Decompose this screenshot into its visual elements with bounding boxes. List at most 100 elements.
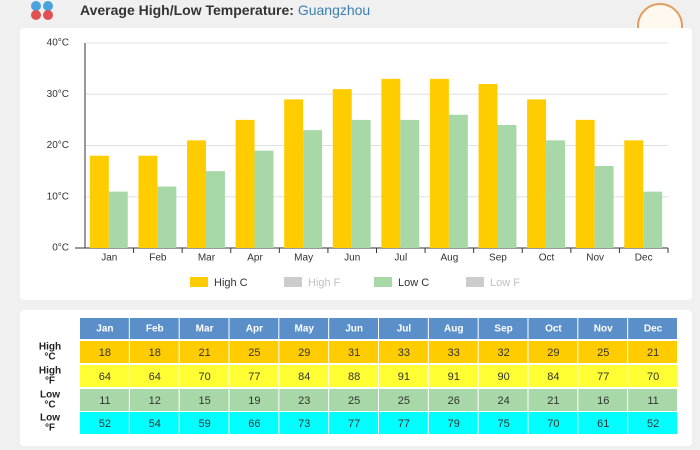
bar bbox=[89, 155, 109, 248]
bar bbox=[254, 150, 274, 248]
legend-swatch[interactable] bbox=[466, 277, 484, 287]
header-cell bbox=[80, 318, 129, 339]
cell-value: 77 bbox=[398, 418, 410, 430]
bar bbox=[138, 155, 158, 248]
cell bbox=[578, 365, 628, 387]
bar bbox=[643, 191, 663, 248]
bar bbox=[284, 99, 304, 248]
cell-value: 54 bbox=[149, 418, 161, 430]
bar bbox=[448, 114, 468, 248]
cell bbox=[129, 365, 179, 387]
cell-value: 52 bbox=[99, 418, 111, 430]
cell-value: 12 bbox=[149, 395, 161, 407]
cell-value: 64 bbox=[149, 371, 161, 383]
header-label: Dec bbox=[644, 324, 663, 335]
cell-value: 88 bbox=[348, 371, 360, 383]
cell-value: 91 bbox=[448, 371, 460, 383]
cell bbox=[129, 341, 179, 363]
y-tick-label: 20°C bbox=[47, 140, 69, 151]
cell bbox=[578, 389, 628, 411]
header-cell bbox=[229, 318, 279, 339]
legend-label[interactable]: High F bbox=[308, 277, 341, 289]
cell bbox=[80, 389, 129, 411]
cell bbox=[628, 389, 677, 411]
bar bbox=[400, 119, 420, 248]
cell bbox=[528, 389, 578, 411]
x-tick-label: Sep bbox=[489, 253, 507, 264]
header-label: Jan bbox=[96, 324, 113, 335]
header-cell bbox=[179, 318, 229, 339]
header-label: Nov bbox=[594, 324, 613, 335]
icon bbox=[31, 1, 41, 11]
cell bbox=[229, 412, 279, 434]
cell-value: 70 bbox=[198, 371, 210, 383]
legend-swatch[interactable] bbox=[284, 277, 302, 287]
chart-title: Average High/Low Temperature: Guangzhou bbox=[80, 2, 370, 18]
cell bbox=[379, 341, 428, 363]
cell-value: 23 bbox=[298, 395, 310, 407]
cell bbox=[80, 341, 129, 363]
bar bbox=[351, 119, 371, 248]
y-tick-label: 40°C bbox=[47, 38, 69, 49]
cell bbox=[80, 412, 129, 434]
bar bbox=[497, 125, 517, 248]
x-tick-label: Feb bbox=[149, 253, 167, 264]
row-label: Low bbox=[40, 413, 60, 424]
x-tick-label: Jul bbox=[394, 253, 407, 264]
cell bbox=[528, 341, 578, 363]
bar bbox=[303, 130, 323, 248]
cell bbox=[129, 412, 179, 434]
cell-value: 24 bbox=[497, 395, 509, 407]
table: Jan Feb Mar Apr May Jun Jul Aug Sep Oct Nov Dec High… bbox=[39, 318, 677, 434]
bar bbox=[527, 99, 547, 248]
cell bbox=[179, 389, 229, 411]
cell-value: 70 bbox=[647, 371, 659, 383]
cell-value: 29 bbox=[298, 347, 310, 359]
cell-value: 52 bbox=[647, 418, 659, 430]
x-tick-label: May bbox=[294, 253, 313, 264]
row-label: °F bbox=[45, 376, 55, 387]
legend-label[interactable]: Low C bbox=[398, 277, 429, 289]
chart: 0°C 10°C 20°C 30°C 40°C Jan Feb Mar Apr May Jun Jul… bbox=[47, 38, 669, 289]
cell bbox=[379, 412, 428, 434]
bar bbox=[594, 166, 614, 248]
header-cell bbox=[379, 318, 428, 339]
cell-value: 25 bbox=[597, 347, 609, 359]
cell-value: 18 bbox=[149, 347, 161, 359]
cell-value: 26 bbox=[448, 395, 460, 407]
cell-value: 79 bbox=[448, 418, 460, 430]
legend-swatch[interactable] bbox=[374, 277, 392, 287]
bar bbox=[205, 171, 225, 248]
x-tick-label: Dec bbox=[635, 253, 653, 264]
legend-swatch[interactable] bbox=[190, 277, 208, 287]
cell bbox=[428, 389, 478, 411]
cell-value: 25 bbox=[248, 347, 260, 359]
bar bbox=[624, 140, 644, 248]
legend-label[interactable]: High C bbox=[214, 277, 248, 289]
cell-value: 32 bbox=[497, 347, 509, 359]
header-label: Sep bbox=[494, 324, 512, 335]
cell bbox=[329, 365, 378, 387]
cell-value: 21 bbox=[547, 395, 559, 407]
cell bbox=[279, 412, 329, 434]
cell bbox=[428, 365, 478, 387]
header-label: Feb bbox=[146, 324, 164, 335]
y-tick-label: 10°C bbox=[47, 191, 69, 202]
legend-label[interactable]: Low F bbox=[490, 277, 520, 289]
icon bbox=[43, 1, 53, 11]
bar bbox=[157, 186, 177, 248]
cell-value: 15 bbox=[198, 395, 210, 407]
cell-value: 91 bbox=[398, 371, 410, 383]
header-label: Jun bbox=[345, 324, 363, 335]
y-tick-label: 0°C bbox=[52, 243, 69, 254]
cell-value: 21 bbox=[647, 347, 659, 359]
cell bbox=[179, 365, 229, 387]
cell bbox=[279, 365, 329, 387]
cell-value: 59 bbox=[198, 418, 210, 430]
cell-value: 11 bbox=[647, 395, 658, 407]
bar bbox=[332, 89, 352, 248]
cell bbox=[279, 341, 329, 363]
header-cell bbox=[329, 318, 378, 339]
icon bbox=[31, 10, 41, 20]
cell bbox=[528, 365, 578, 387]
